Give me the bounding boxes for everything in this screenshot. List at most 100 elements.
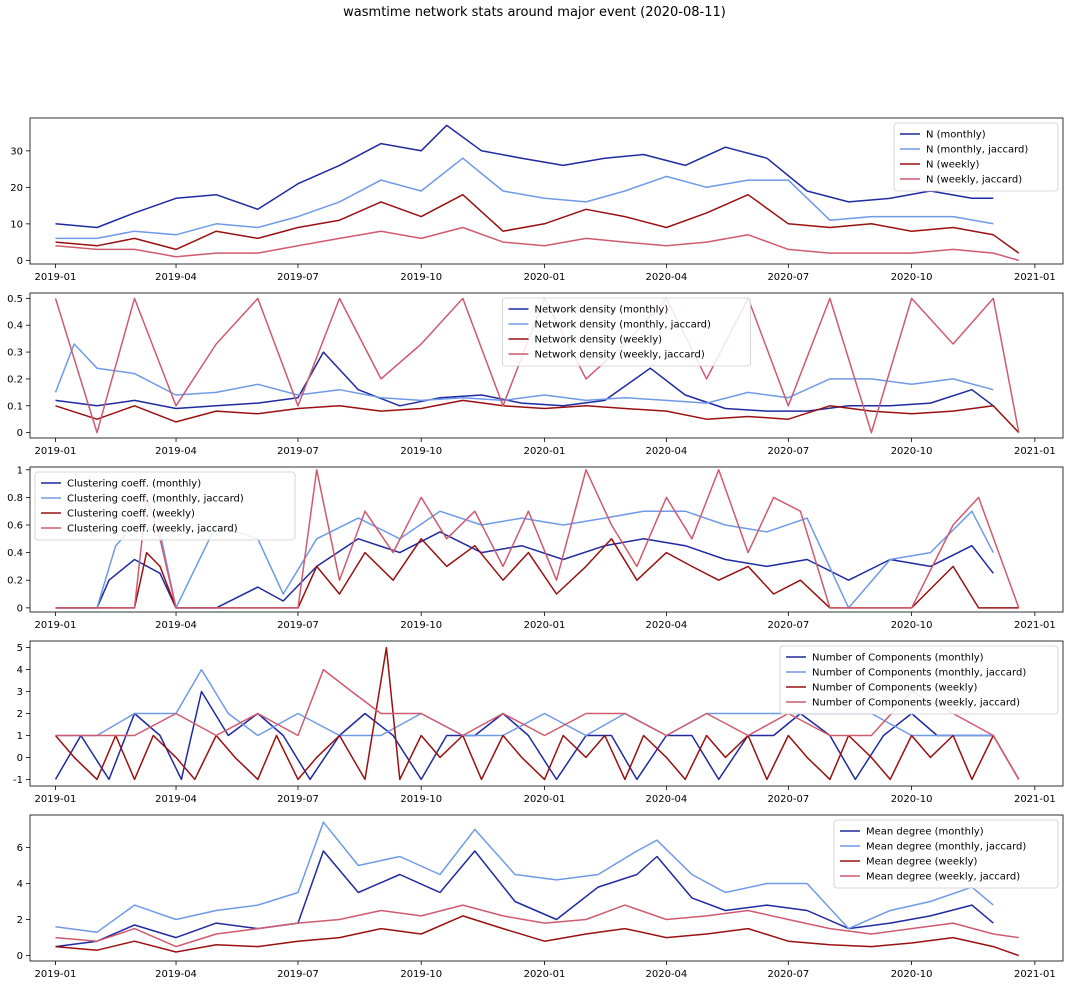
subplot-1: 2019-01 2019-04 2019-07 2019-10 2020-01 2020-… [10, 117, 1064, 283]
series-line-monthly [55, 850, 994, 948]
x-tick-label: 2020-04 [646, 272, 688, 283]
y-tick-label: 0.2 [7, 374, 23, 385]
legend-entry: N (weekly, jaccard) [926, 175, 1022, 186]
legend-entry: Clustering coeff. (weekly) [67, 509, 195, 520]
x-tick-label: 2019-07 [277, 969, 319, 980]
x-tick-label: 2019-07 [277, 446, 319, 457]
x-tick-label: 2020-07 [767, 446, 809, 457]
series-line-monthly [55, 351, 994, 412]
x-tick-label: 2019-10 [400, 620, 442, 631]
x-tick-label: 2021-01 [1014, 446, 1056, 457]
legend-entry: Number of Components (weekly) [812, 683, 977, 694]
y-tick-label: 2 [17, 915, 23, 926]
axes-frame [29, 466, 1064, 613]
x-tick-label: 2020-04 [646, 969, 688, 980]
series-line-weekly [55, 915, 1020, 957]
y-tick-label: 0.2 [7, 576, 23, 587]
x-tick-label: 2019-07 [277, 620, 319, 631]
y-tick-label: 5 [17, 643, 23, 654]
x-tick-label: 2019-10 [400, 969, 442, 980]
series-line-weekly-jaccard [55, 904, 1019, 948]
series-line-monthly-jaccard [55, 157, 994, 240]
legend-entry: N (monthly, jaccard) [926, 145, 1028, 156]
x-tick-label: 2020-07 [767, 620, 809, 631]
legend-entry: Clustering coeff. (monthly, jaccard) [67, 494, 244, 505]
x-tick-label: 2019-01 [35, 969, 77, 980]
y-tick-label: 0.6 [7, 521, 23, 532]
x-tick-label: 2019-01 [35, 446, 77, 457]
series-line-weekly [55, 399, 1020, 434]
axes-frame [29, 117, 1064, 265]
x-tick-label: 2019-04 [155, 272, 197, 283]
y-tick-label: 0 [17, 428, 23, 439]
y-tick-label: 0.4 [7, 548, 23, 559]
legend-entry: Network density (monthly) [535, 305, 669, 316]
legend-entry: Mean degree (weekly, jaccard) [866, 872, 1020, 883]
figure-title: wasmtime network stats around major even… [343, 5, 726, 20]
y-tick-label: -1 [13, 775, 23, 786]
x-tick-label: 2021-01 [1014, 620, 1056, 631]
series-line-weekly [55, 193, 1020, 254]
series-line-monthly-jaccard [55, 821, 994, 933]
axes-frame [29, 814, 1064, 962]
legend-entry: Mean degree (monthly, jaccard) [866, 842, 1026, 853]
x-tick-label: 2020-07 [767, 272, 809, 283]
legend-entry: Number of Components (weekly, jaccard) [812, 698, 1020, 709]
x-tick-label: 2019-07 [277, 794, 319, 805]
y-tick-label: 0 [17, 603, 23, 614]
y-tick-label: 4 [17, 665, 23, 676]
x-tick-label: 2020-10 [891, 272, 933, 283]
x-tick-label: 2021-01 [1014, 794, 1056, 805]
x-tick-label: 2020-04 [646, 620, 688, 631]
subplot-5: 2019-01 2019-04 2019-07 2019-10 2020-01 2020-… [17, 814, 1064, 980]
x-tick-label: 2019-01 [35, 620, 77, 631]
x-tick-label: 2020-01 [524, 969, 566, 980]
series-line-weekly-jaccard [55, 226, 1020, 262]
x-tick-label: 2021-01 [1014, 969, 1056, 980]
legend: Clustering coeff. (monthly) Clustering co… [34, 471, 296, 541]
series-line-weekly [55, 538, 1019, 609]
x-tick-label: 2020-10 [891, 794, 933, 805]
y-tick-label: 1 [17, 731, 23, 742]
x-tick-label: 2020-10 [891, 969, 933, 980]
legend-entry: Network density (monthly, jaccard) [535, 320, 712, 331]
x-tick-label: 2020-01 [524, 446, 566, 457]
x-tick-label: 2019-07 [277, 272, 319, 283]
legend-entry: Mean degree (weekly) [866, 857, 978, 868]
x-tick-label: 2020-01 [524, 272, 566, 283]
y-tick-label: 0 [17, 753, 23, 764]
y-tick-label: 0 [17, 256, 23, 267]
x-tick-label: 2019-04 [155, 794, 197, 805]
x-tick-label: 2019-04 [155, 969, 197, 980]
x-tick-label: 2020-04 [646, 446, 688, 457]
series-line-weekly-jaccard [55, 668, 1020, 780]
x-tick-label: 2019-04 [155, 620, 197, 631]
y-tick-label: 3 [17, 687, 23, 698]
x-tick-label: 2019-10 [400, 794, 442, 805]
legend: Number of Components (monthly) Number of … [779, 645, 1059, 715]
legend-entry: Number of Components (monthly, jaccard) [812, 668, 1026, 679]
axes-frame [29, 292, 1064, 439]
x-tick-label: 2019-10 [400, 446, 442, 457]
legend-entry: Number of Components (monthly) [812, 653, 984, 664]
legend-entry: Mean degree (monthly) [866, 827, 984, 838]
series-line-monthly [54, 690, 994, 781]
x-tick-label: 2020-01 [524, 794, 566, 805]
x-tick-label: 2020-07 [767, 794, 809, 805]
x-tick-label: 2019-01 [35, 794, 77, 805]
y-tick-label: 0.5 [7, 294, 23, 305]
x-tick-label: 2020-10 [891, 446, 933, 457]
series-line-monthly [55, 531, 994, 609]
y-tick-label: 20 [10, 183, 23, 194]
legend: Network density (monthly) Network density… [502, 297, 751, 367]
subplot-3: 2019-01 2019-04 2019-07 2019-10 2020-01 2020-… [7, 465, 1064, 631]
legend-entry: N (monthly) [926, 130, 986, 141]
legend-entry: Clustering coeff. (monthly) [67, 479, 201, 490]
legend-entry: Network density (weekly, jaccard) [535, 350, 705, 361]
legend-entry: Network density (weekly) [535, 335, 663, 346]
series-line-weekly-jaccard [55, 469, 1020, 609]
y-tick-label: 0.8 [7, 493, 23, 504]
x-tick-label: 2021-01 [1014, 272, 1056, 283]
